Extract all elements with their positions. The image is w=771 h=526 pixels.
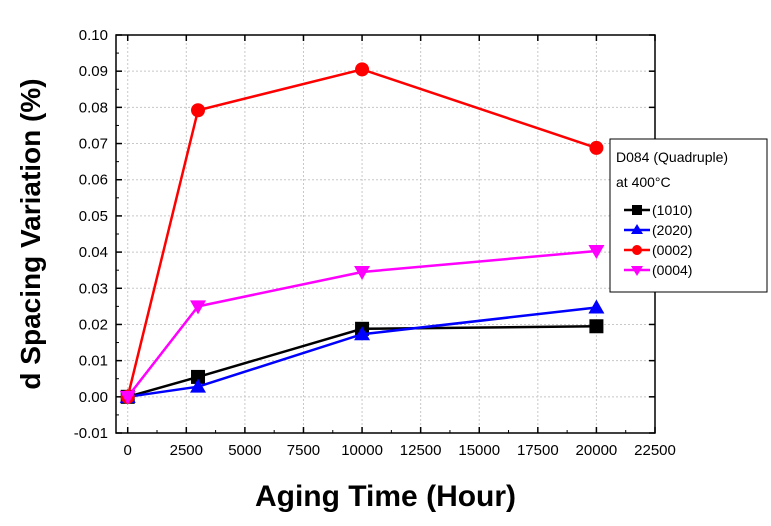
data-point [191,103,206,118]
legend-label: (2020) [652,222,692,238]
series-layer [119,62,605,405]
data-point [632,205,642,215]
data-point [190,300,207,315]
data-point [119,390,136,405]
series [119,245,605,405]
x-tick-label: 5000 [228,442,261,459]
y-tick-label: 0.00 [79,389,108,406]
y-tick-label: 0.08 [79,99,108,116]
data-point [589,319,604,334]
legend-entry: (2020) [624,222,692,238]
y-tick-label: 0.07 [79,136,108,153]
x-tick-label: 7500 [287,442,320,459]
x-axis-title: Aging Time (Hour) [255,480,516,513]
legend-title-line-2: at 400°C [616,174,671,190]
y-tick-label: -0.01 [74,425,108,442]
data-point [588,245,605,260]
y-tick-label: 0.10 [79,27,108,44]
legend-entry: (0004) [624,262,692,278]
legend: D084 (Quadruple) at 400°C (1010) (2020) (0… [609,138,768,293]
data-point [191,369,206,384]
y-axis-title: d Spacing Variation (%) [15,78,46,389]
data-point [354,265,371,280]
data-point [190,378,207,393]
data-point [589,140,604,155]
legend-label: (0004) [652,262,692,278]
y-tick-label: 0.05 [79,208,108,225]
x-tick-label: 0 [124,442,132,459]
y-tick-label: 0.01 [79,353,108,370]
y-tick-label: 0.09 [79,63,108,80]
y-tick-label: 0.03 [79,280,108,297]
legend-label: (1010) [652,202,692,218]
data-point [631,266,643,276]
legend-entries: (1010) (2020) (0002) (0004) [624,202,692,278]
x-tick-label: 20000 [576,442,618,459]
data-point [355,62,370,77]
x-tick-label: 12500 [400,442,442,459]
data-point [354,326,371,341]
x-tick-label: 15000 [458,442,500,459]
x-tick-label: 10000 [341,442,383,459]
data-point [632,245,642,255]
series-line [126,249,597,398]
series-line [127,325,597,399]
legend-entry: (0002) [624,242,692,258]
legend-label: (0002) [652,242,692,258]
legend-title-line-1: D084 (Quadruple) [616,149,728,165]
series-line [126,68,597,398]
x-tick-label: 17500 [517,442,559,459]
x-tick-label: 22500 [634,442,676,459]
x-tick-label: 2500 [170,442,203,459]
data-point [588,299,605,314]
series-line [127,306,597,399]
legend-entry: (1010) [624,202,692,218]
y-tick-label: 0.06 [79,172,108,189]
data-point [631,224,643,234]
y-tick-label: 0.04 [79,244,108,261]
y-tick-label: 0.02 [79,316,108,333]
axis-ticks: 0 2500 5000 7500 10000 12500 15000 17500 20000 22… [74,27,676,459]
